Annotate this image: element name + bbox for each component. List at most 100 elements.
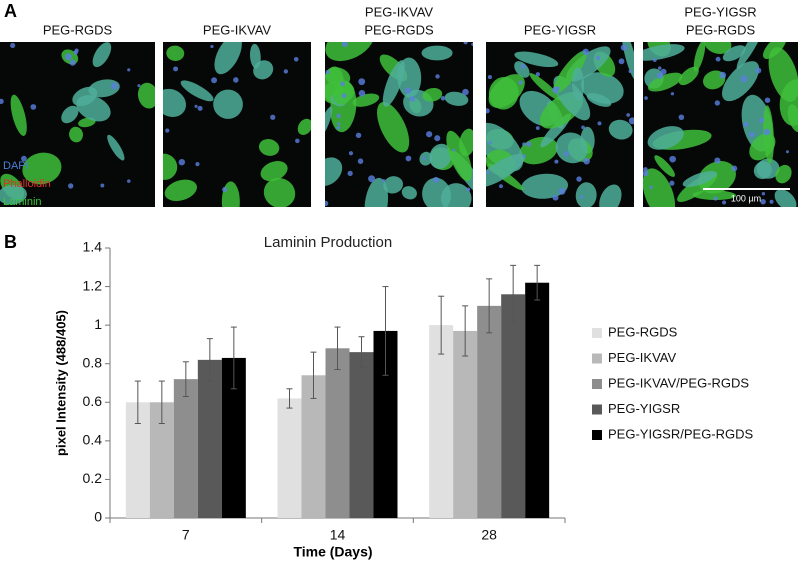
cell-cluster — [648, 72, 683, 92]
nucleus — [670, 92, 675, 96]
cell-cluster — [643, 44, 685, 61]
x-tick-label: 14 — [330, 527, 346, 543]
cell-cluster — [258, 139, 280, 156]
cells — [643, 42, 798, 207]
error-bar — [486, 278, 493, 334]
nucleus — [722, 200, 727, 205]
cell-cluster — [253, 60, 274, 80]
nucleus — [210, 44, 214, 49]
nucleus — [626, 113, 631, 117]
nucleus — [73, 50, 78, 55]
nucleus — [582, 48, 590, 56]
cells — [486, 42, 634, 207]
nucleus — [368, 175, 376, 183]
cell-cluster — [608, 119, 633, 140]
nucleus — [487, 75, 492, 80]
nucleus — [341, 93, 347, 99]
nucleus — [488, 140, 492, 145]
nucleus — [233, 77, 239, 83]
error-bar — [286, 388, 293, 409]
nucleus — [715, 56, 721, 62]
cell-cluster — [575, 182, 597, 207]
nucleus — [433, 176, 440, 183]
image-title: PEG-IKVAV — [203, 22, 271, 37]
nucleus — [426, 131, 433, 138]
y-axis-label: pixel Intensity (488/405) — [53, 310, 68, 456]
nucleus — [499, 184, 503, 189]
nucleus — [535, 126, 540, 130]
nucleus — [452, 148, 456, 152]
nucleus — [195, 161, 200, 167]
cell-cluster — [213, 89, 243, 119]
nucleus — [552, 194, 559, 201]
nucleus — [127, 68, 131, 72]
nucleus — [769, 199, 774, 204]
legend-label: PEG-IKVAV/PEG-RGDS — [608, 375, 749, 390]
nucleus — [340, 81, 346, 87]
cell-cluster — [92, 42, 112, 68]
cell-cluster — [163, 88, 187, 117]
cell-cluster — [419, 151, 433, 166]
nucleus — [579, 195, 583, 199]
nucleus — [522, 154, 526, 158]
cell-cluster — [692, 190, 737, 201]
cell-cluster — [722, 61, 760, 102]
nucleus — [293, 56, 299, 62]
y-tick-label: 0.2 — [83, 470, 103, 486]
nucleus — [10, 42, 16, 49]
nucleus — [628, 117, 634, 125]
cell-cluster — [553, 50, 587, 94]
nucleus — [520, 64, 526, 70]
cell-cluster — [422, 87, 443, 102]
cell-cluster — [61, 105, 79, 124]
error-bar — [182, 361, 189, 397]
cell-cluster — [0, 184, 27, 205]
nucleus — [358, 90, 366, 97]
nucleus — [522, 142, 526, 147]
nucleus — [137, 84, 141, 88]
nucleus — [194, 104, 198, 108]
nucleus — [358, 78, 366, 86]
nucleus — [486, 108, 490, 114]
nucleus — [620, 44, 628, 51]
cell-cluster — [753, 161, 772, 180]
nucleus — [755, 67, 762, 74]
cell-cluster — [214, 42, 242, 75]
stain-legend: Phalloidin — [3, 178, 51, 190]
cells — [163, 42, 311, 207]
nucleus — [763, 128, 771, 136]
cell-cluster — [654, 155, 675, 177]
nucleus — [357, 158, 364, 164]
error-bar — [310, 351, 317, 399]
error-bar — [206, 338, 213, 382]
cell-cluster — [572, 67, 585, 101]
cell-cluster — [383, 176, 404, 194]
nucleus — [336, 113, 341, 119]
cell-cluster — [377, 102, 410, 153]
nucleus — [381, 179, 386, 183]
y-tick-label: 1.2 — [83, 277, 103, 293]
cell-cluster — [488, 74, 525, 108]
cell-cluster — [401, 186, 417, 200]
nucleus — [526, 141, 532, 147]
nucleus — [100, 183, 105, 188]
cell-cluster — [332, 87, 351, 105]
nucleus — [563, 151, 570, 157]
image-title: PEG-IKVAV — [365, 4, 433, 19]
cell-cluster — [768, 47, 798, 102]
nucleus — [434, 135, 441, 142]
nucleus — [669, 155, 677, 163]
cell-cluster — [514, 51, 559, 68]
cell-cluster — [775, 164, 792, 184]
y-tick-label: 0.8 — [83, 354, 103, 370]
nucleus — [405, 155, 412, 162]
legend-label: PEG-RGDS — [608, 324, 678, 339]
micrograph — [325, 42, 473, 207]
cell-cluster — [166, 45, 185, 61]
legend-swatch — [592, 379, 602, 389]
nucleus — [422, 156, 426, 160]
error-bar — [158, 380, 165, 424]
bar — [501, 294, 526, 518]
error-bar — [510, 264, 517, 324]
legend-label: PEG-YIGSR/PEG-RGDS — [608, 426, 754, 441]
